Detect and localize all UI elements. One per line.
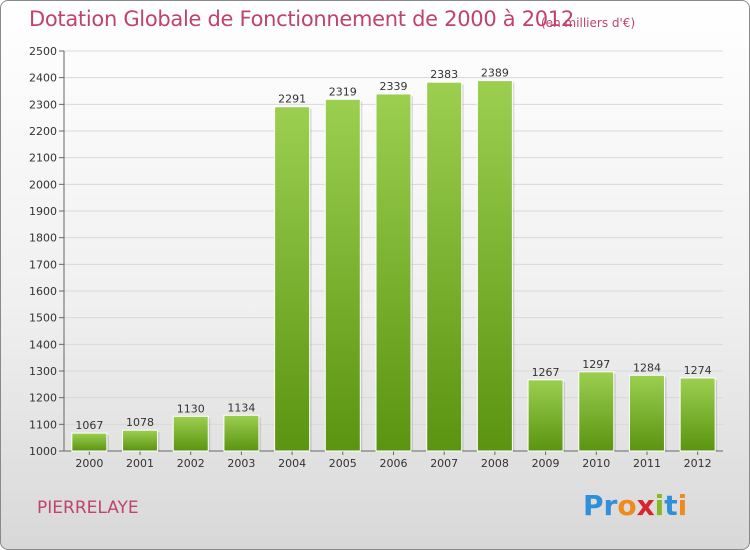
data-label: 1067 xyxy=(75,419,103,432)
x-tick-label: 2002 xyxy=(177,457,205,470)
data-label: 1134 xyxy=(227,401,255,414)
y-tick-label: 1200 xyxy=(29,392,57,405)
logo-letter: r xyxy=(603,489,618,522)
logo-letter: P xyxy=(583,489,604,522)
logo-letter: i xyxy=(677,489,688,522)
bar xyxy=(426,81,463,452)
y-tick-label: 1400 xyxy=(29,338,57,351)
y-tick-label: 1900 xyxy=(29,205,57,218)
y-tick-label: 2400 xyxy=(29,72,57,85)
data-label: 1297 xyxy=(582,358,610,371)
bar xyxy=(274,106,311,452)
data-label: 1267 xyxy=(532,366,560,379)
chart-title: Dotation Globale de Fonctionnement de 20… xyxy=(29,7,574,31)
y-tick-label: 2100 xyxy=(29,152,57,165)
y-tick-label: 1800 xyxy=(29,232,57,245)
y-tick-label: 1000 xyxy=(29,445,57,458)
y-tick-label: 1500 xyxy=(29,312,57,325)
bar xyxy=(628,374,665,452)
logo-letter: t xyxy=(664,489,678,522)
data-label: 2339 xyxy=(380,80,408,93)
x-tick-label: 2009 xyxy=(532,457,560,470)
y-tick-label: 1300 xyxy=(29,365,57,378)
bar xyxy=(578,371,615,452)
data-label: 1130 xyxy=(177,402,205,415)
y-tick-label: 2000 xyxy=(29,178,57,191)
x-tick-label: 2010 xyxy=(582,457,610,470)
bar xyxy=(71,432,108,452)
x-tick-label: 2004 xyxy=(278,457,306,470)
y-tick-label: 2300 xyxy=(29,98,57,111)
x-tick-label: 2011 xyxy=(633,457,661,470)
x-tick-label: 2006 xyxy=(380,457,408,470)
data-label: 1284 xyxy=(633,361,661,374)
data-label: 2383 xyxy=(430,68,458,81)
data-label: 1078 xyxy=(126,416,154,429)
y-tick-label: 1600 xyxy=(29,285,57,298)
city-name: PIERRELAYE xyxy=(37,498,139,518)
x-tick-label: 2001 xyxy=(126,457,154,470)
y-tick-label: 2200 xyxy=(29,125,57,138)
logo-letter: x xyxy=(636,489,655,522)
x-tick-label: 2012 xyxy=(684,457,712,470)
bar xyxy=(476,80,513,452)
bar xyxy=(324,98,361,452)
y-tick-label: 2500 xyxy=(29,45,57,58)
data-label: 2291 xyxy=(278,93,306,106)
chart-unit: (en milliers d'€) xyxy=(541,16,636,30)
bar xyxy=(527,379,564,452)
logo-letter: o xyxy=(617,489,637,522)
bar xyxy=(172,415,209,452)
logo-letter: i xyxy=(654,489,665,522)
x-tick-label: 2007 xyxy=(430,457,458,470)
data-label: 2319 xyxy=(329,85,357,98)
y-tick-label: 1100 xyxy=(29,418,57,431)
bar xyxy=(375,93,412,452)
bar xyxy=(679,377,716,452)
x-tick-label: 2005 xyxy=(329,457,357,470)
bar xyxy=(223,414,260,452)
proxiti-logo: Proxiti xyxy=(583,489,687,522)
y-tick-label: 1700 xyxy=(29,258,57,271)
x-tick-label: 2000 xyxy=(75,457,103,470)
data-label: 1274 xyxy=(684,364,712,377)
bar xyxy=(122,429,159,452)
x-tick-label: 2008 xyxy=(481,457,509,470)
data-label: 2389 xyxy=(481,67,509,80)
x-tick-label: 2003 xyxy=(227,457,255,470)
